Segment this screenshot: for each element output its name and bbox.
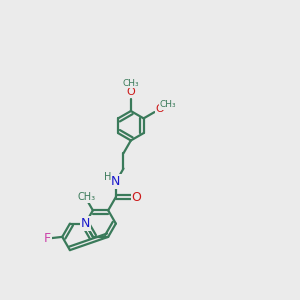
Text: O: O — [131, 190, 141, 204]
Text: O: O — [156, 104, 164, 114]
Text: CH₃: CH₃ — [77, 192, 95, 202]
Text: CH₃: CH₃ — [159, 100, 176, 109]
Text: O: O — [127, 87, 135, 97]
Text: F: F — [44, 232, 51, 245]
Text: N: N — [80, 217, 90, 230]
Text: CH₃: CH₃ — [122, 79, 139, 88]
Text: H: H — [104, 172, 111, 182]
Text: N: N — [111, 175, 121, 188]
